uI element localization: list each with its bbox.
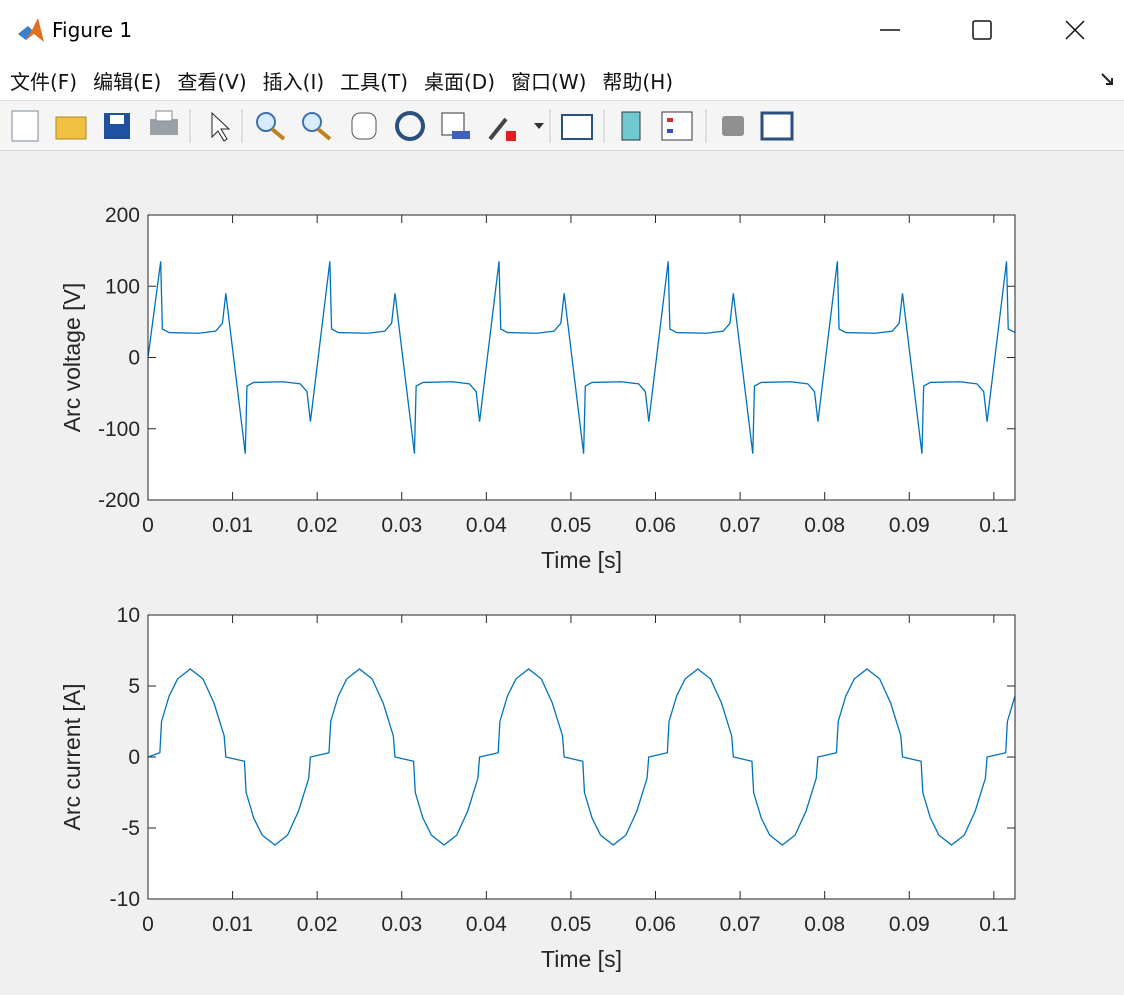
title-bar: Figure 1 [0,0,1124,60]
close-button[interactable] [1065,20,1085,40]
menu-item[interactable]: 工具(T) [340,70,408,94]
figure: 0 0.01 0.02 0.03 0.04 0.05 0.06 0.07 0.08 0.09 0.1… [59,204,1016,972]
x-tick-label: 0.02 [297,514,338,537]
x-tick-label: 0.01 [212,913,253,936]
x-tick-label: 0.06 [635,514,676,537]
zoom-out-icon[interactable] [302,112,332,141]
menu-item[interactable]: 编辑(E) [93,70,162,94]
plot-area [148,215,1015,500]
datatip-icon[interactable] [441,112,470,139]
x-tick-label: 0.03 [381,514,422,537]
x-axis-label: Time [s] [541,547,622,573]
rotate-icon[interactable] [395,111,425,141]
y-axis-label: Arc voltage [V] [59,283,85,433]
y-axis-label: Arc current [A] [59,684,85,831]
y-tick-label: 10 [117,604,140,627]
y-tick-label: -100 [98,418,140,441]
y-tick-label: -10 [110,888,140,911]
zoom-in-icon[interactable] [256,112,286,141]
x-tick-label: 0 [142,514,154,537]
y-tick-label: 5 [128,675,140,698]
x-tick-label: 0.04 [466,514,507,537]
y-tick-label: 200 [105,204,140,227]
toolbar-icons [11,109,794,143]
x-tick-label: 0.07 [720,514,761,537]
print-icon[interactable] [150,110,178,135]
colorbar-icon[interactable] [621,111,641,141]
data-line [148,668,1015,846]
show-tools-icon[interactable] [760,111,794,141]
y-tick-label: -200 [98,489,140,512]
dock-arrow[interactable] [1098,70,1118,90]
new-icon[interactable] [11,110,39,142]
x-tick-label: 0.08 [804,514,845,537]
hide-tools-icon[interactable] [722,116,744,136]
save-icon[interactable] [104,113,130,139]
x-tick-label: 0.02 [297,913,338,936]
menu: 文件(F) 编辑(E) 查看(V) 插入(I) 工具(T) 桌面(D) 窗口(W) 帮助(H) [10,66,673,95]
x-tick-label: 0.1 [979,913,1008,936]
x-tick-label: 0.05 [550,913,591,936]
menu-bar: 文件(F) 编辑(E) 查看(V) 插入(I) 工具(T) 桌面(D) 窗口(W) 帮助(H) [0,60,1124,101]
toolbar [0,101,1124,151]
maximize-button[interactable] [972,20,992,40]
menu-item[interactable]: 帮助(H) [602,70,674,94]
data-line [148,261,1015,454]
x-tick-label: 0.01 [212,514,253,537]
x-tick-label: 0 [142,913,154,936]
x-tick-label: 0.06 [635,913,676,936]
x-tick-label: 0.09 [889,514,930,537]
brush-icon[interactable] [488,117,544,141]
axes-box [147,614,1016,900]
legend-icon[interactable] [661,111,693,141]
menu-item[interactable]: 窗口(W) [511,70,587,94]
menu-item[interactable]: 桌面(D) [424,70,496,94]
open-icon[interactable] [55,116,87,140]
pan-icon[interactable] [351,112,377,140]
plot-area [148,615,1015,899]
x-axis-label: Time [s] [541,946,622,972]
window-title: Figure 1 [52,18,133,42]
x-tick-label: 0.08 [804,913,845,936]
x-tick-label: 0.1 [979,514,1008,537]
menu-item[interactable]: 插入(I) [262,70,325,94]
y-tick-label: 0 [128,746,140,769]
menu-item[interactable]: 文件(F) [10,70,78,94]
window-controls [880,20,1085,40]
menu-item[interactable]: 查看(V) [177,70,247,94]
axes-box [147,214,1016,501]
y-tick-label: 100 [105,275,140,298]
y-tick-label: 0 [128,347,140,370]
link-icon[interactable] [561,114,593,140]
x-tick-label: 0.05 [550,514,591,537]
x-tick-label: 0.09 [889,913,930,936]
select-icon[interactable] [211,111,231,142]
app-icon [18,18,44,42]
x-tick-label: 0.04 [466,913,507,936]
x-tick-label: 0.07 [720,913,761,936]
x-tick-label: 0.03 [381,913,422,936]
y-tick-label: -5 [121,817,140,840]
